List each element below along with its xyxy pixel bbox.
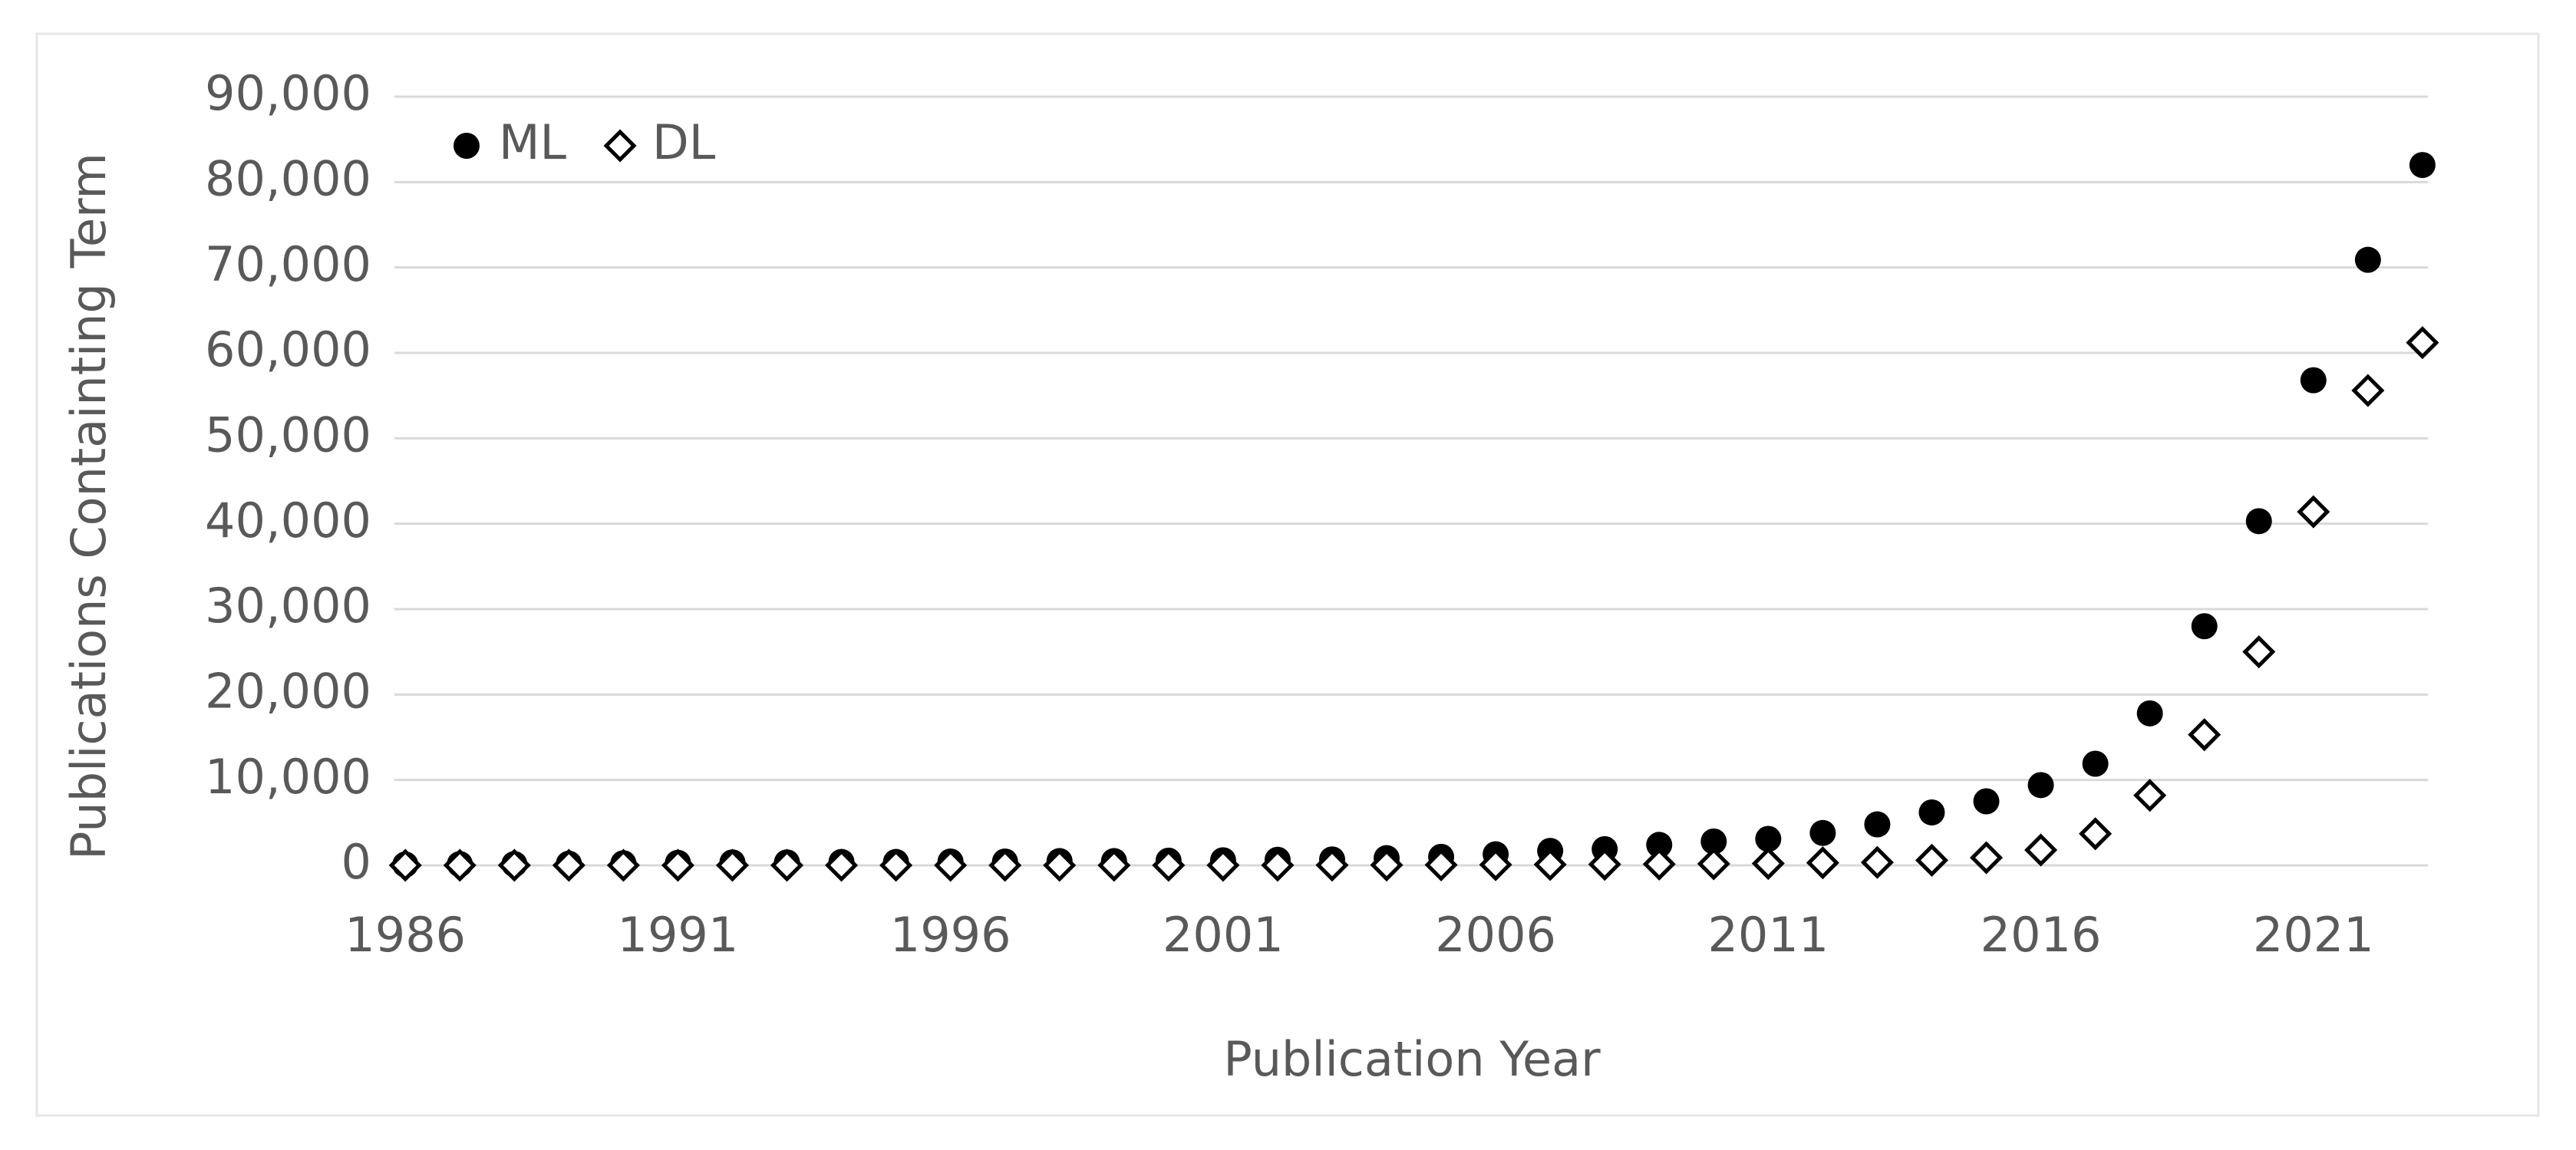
chart-border <box>35 32 2540 1117</box>
point <box>879 848 913 882</box>
legend-label: DL <box>652 114 716 170</box>
point <box>1806 846 1839 880</box>
point <box>988 848 1022 882</box>
point <box>2136 700 2163 727</box>
x-tick-label: 2001 <box>1163 907 1284 963</box>
point <box>1424 848 1458 881</box>
point <box>1315 848 1349 882</box>
x-tick-label: 2016 <box>1981 907 2102 963</box>
point <box>2082 750 2109 777</box>
x-tick-label: 2021 <box>2253 907 2374 963</box>
point <box>2024 833 2058 867</box>
point <box>1751 847 1785 881</box>
point <box>1152 848 1186 882</box>
point <box>1097 848 1131 882</box>
point <box>1697 847 1730 881</box>
y-tick-label: 20,000 <box>205 663 371 719</box>
y-tick-label: 0 <box>341 834 371 890</box>
x-axis-label: Publication Year <box>1223 1031 1601 1087</box>
point <box>2027 772 2054 799</box>
point <box>825 848 859 882</box>
point <box>1533 848 1567 881</box>
y-tick-label: 10,000 <box>205 749 371 805</box>
point <box>1864 811 1891 838</box>
point <box>1700 828 1727 855</box>
point <box>661 848 694 882</box>
point <box>1588 848 1621 881</box>
point <box>1915 843 1949 877</box>
x-tick-label: 1986 <box>345 907 466 963</box>
y-axis-label: Publications Containting Term <box>61 153 117 860</box>
point <box>1043 848 1077 882</box>
point <box>552 848 585 882</box>
point <box>2351 374 2385 407</box>
point <box>2409 152 2436 179</box>
point <box>1755 825 1782 852</box>
point <box>2191 613 2218 640</box>
point <box>715 848 750 882</box>
point <box>1479 848 1512 881</box>
point <box>1370 848 1403 882</box>
point <box>1206 848 1240 882</box>
y-tick-label: 80,000 <box>205 150 371 206</box>
point <box>2133 779 2167 812</box>
point <box>1646 832 1673 858</box>
point <box>2354 246 2381 273</box>
x-tick-label: 1996 <box>890 907 1011 963</box>
point <box>497 848 531 882</box>
point <box>1261 848 1295 882</box>
legend-marker <box>454 133 480 159</box>
point <box>2406 326 2439 360</box>
y-tick-label: 30,000 <box>205 578 371 634</box>
y-tick-label: 40,000 <box>205 493 371 549</box>
point <box>934 848 968 882</box>
point <box>1918 799 1945 825</box>
point <box>606 848 640 882</box>
y-tick-label: 60,000 <box>205 321 371 377</box>
y-tick-label: 50,000 <box>205 407 371 463</box>
y-tick-label: 90,000 <box>205 65 371 121</box>
point <box>1973 788 2000 815</box>
point <box>2297 495 2330 529</box>
point <box>1642 847 1676 881</box>
point <box>1860 845 1894 879</box>
legend-marker <box>603 129 637 163</box>
point <box>2242 635 2276 669</box>
x-tick-label: 2011 <box>1707 907 1829 963</box>
point <box>443 848 477 882</box>
legend-label: ML <box>499 114 566 170</box>
point <box>1809 819 1836 846</box>
point <box>2300 367 2327 394</box>
point <box>770 848 804 882</box>
point <box>2188 718 2221 752</box>
point <box>388 848 422 882</box>
point <box>1969 841 2004 875</box>
point <box>2079 817 2113 851</box>
y-tick-label: 70,000 <box>205 236 371 292</box>
x-tick-label: 2006 <box>1435 907 1556 963</box>
point <box>2245 508 2272 535</box>
x-tick-label: 1991 <box>618 907 739 963</box>
